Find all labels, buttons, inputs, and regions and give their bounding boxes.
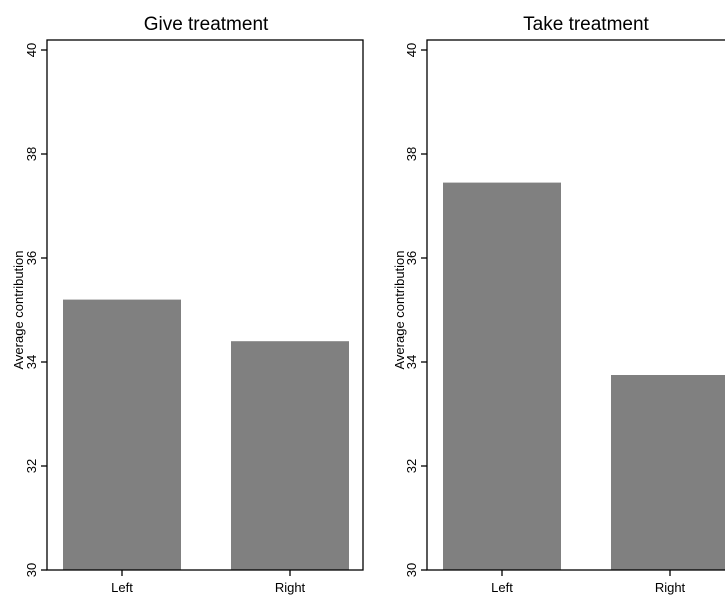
x-tick-label: Right	[655, 580, 686, 595]
bars	[63, 299, 349, 570]
y-tick-label: 36	[404, 251, 419, 265]
x-tick-label: Right	[275, 580, 306, 595]
give-treatment-panel: Give treatment Average contribution 30 32…	[11, 14, 364, 595]
plot-frame	[426, 39, 725, 571]
x-ticks: Left Right	[491, 570, 686, 595]
y-tick-label: 40	[24, 43, 39, 57]
bars	[443, 182, 725, 570]
y-tick-label: 30	[24, 563, 39, 577]
y-tick-label: 32	[404, 459, 419, 473]
chart-title: Take treatment	[523, 14, 649, 35]
y-tick-label: 36	[24, 251, 39, 265]
y-tick-label: 34	[24, 355, 39, 369]
y-tick-label: 38	[404, 147, 419, 161]
y-tick-label: 34	[404, 355, 419, 369]
bar-left	[63, 299, 181, 570]
y-ticks: 30 32 34 36 38 40	[404, 43, 427, 577]
y-axis-label: Average contribution	[11, 250, 26, 369]
x-tick-label: Left	[111, 580, 133, 595]
y-tick-label: 38	[24, 147, 39, 161]
take-treatment-panel: Take treatment Average contribution 30 32…	[392, 14, 725, 595]
x-ticks: Left Right	[111, 570, 306, 595]
y-tick-label: 30	[404, 563, 419, 577]
bar-left	[443, 182, 561, 570]
plot-frame	[46, 39, 364, 571]
y-axis-label: Average contribution	[392, 250, 407, 369]
chart-title: Give treatment	[144, 14, 269, 35]
bar-right	[611, 375, 725, 570]
bar-right	[231, 341, 349, 570]
y-tick-label: 40	[404, 43, 419, 57]
x-tick-label: Left	[491, 580, 513, 595]
y-ticks: 30 32 34 36 38 40	[24, 43, 47, 577]
y-tick-label: 32	[24, 459, 39, 473]
